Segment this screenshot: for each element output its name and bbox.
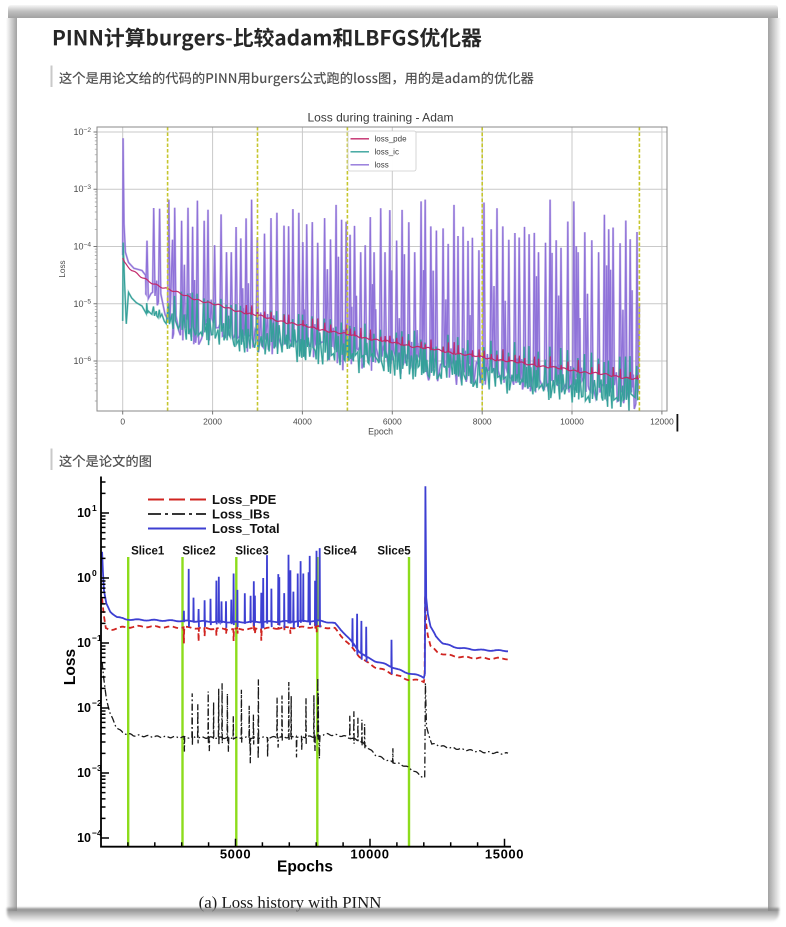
svg-text:Loss during training - Adam: Loss during training - Adam: [307, 110, 453, 124]
svg-text:10−6: 10−6: [73, 356, 91, 366]
svg-text:Slice4: Slice4: [323, 546, 357, 558]
svg-text:1: 1: [92, 503, 97, 513]
svg-text:Loss: Loss: [58, 260, 67, 277]
svg-text:Loss_Total: Loss_Total: [212, 521, 280, 536]
svg-text:loss: loss: [375, 161, 389, 170]
svg-text:10: 10: [77, 701, 91, 715]
svg-text:Slice1: Slice1: [131, 546, 165, 558]
svg-text:15000: 15000: [485, 847, 524, 862]
svg-text:−2: −2: [92, 698, 102, 708]
svg-text:12000: 12000: [650, 417, 674, 427]
svg-text:10000: 10000: [560, 417, 584, 427]
svg-text:10−4: 10−4: [73, 241, 91, 251]
svg-text:10−3: 10−3: [73, 184, 91, 194]
svg-text:4000: 4000: [293, 417, 312, 427]
svg-text:Epoch: Epoch: [368, 426, 393, 436]
svg-text:10−5: 10−5: [73, 299, 91, 309]
svg-text:0: 0: [92, 568, 97, 578]
svg-text:−4: −4: [92, 828, 102, 838]
svg-text:5000: 5000: [220, 847, 251, 862]
svg-text:loss_ic: loss_ic: [375, 148, 399, 157]
svg-text:−1: −1: [92, 633, 102, 643]
svg-text:10: 10: [77, 506, 91, 520]
svg-text:Slice2: Slice2: [182, 546, 215, 558]
svg-text:Loss_PDE: Loss_PDE: [212, 492, 277, 507]
svg-text:Slice3: Slice3: [235, 546, 268, 558]
svg-text:−3: −3: [92, 763, 102, 773]
svg-text:10: 10: [77, 831, 91, 845]
svg-text:Loss: Loss: [62, 649, 79, 685]
svg-text:6000: 6000: [383, 417, 402, 427]
svg-text:10: 10: [77, 571, 91, 585]
svg-text:10−2: 10−2: [73, 127, 91, 137]
svg-text:10: 10: [77, 636, 91, 650]
svg-text:Epochs: Epochs: [277, 859, 333, 876]
svg-text:Slice5: Slice5: [377, 546, 411, 558]
svg-text:10000: 10000: [350, 847, 389, 862]
svg-text:loss_pde: loss_pde: [375, 135, 408, 144]
svg-text:(a) Loss history with PINN: (a) Loss history with PINN: [199, 893, 382, 912]
svg-text:Loss_IBs: Loss_IBs: [212, 507, 270, 522]
svg-text:2000: 2000: [203, 417, 222, 427]
svg-text:0: 0: [120, 417, 125, 427]
svg-text:8000: 8000: [473, 417, 492, 427]
svg-text:10: 10: [77, 766, 91, 780]
